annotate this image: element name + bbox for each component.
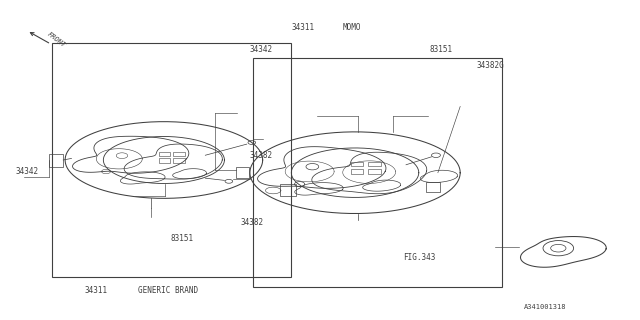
Bar (236, 167, 248, 178)
Bar (49, 154, 63, 167)
Text: 34311: 34311 (291, 23, 314, 32)
Bar (368, 162, 381, 166)
Text: 34342: 34342 (250, 45, 273, 54)
Bar (426, 182, 440, 192)
Bar (253, 59, 502, 287)
Text: 34382G: 34382G (476, 61, 504, 70)
Text: FRONT: FRONT (46, 31, 67, 48)
Bar (368, 169, 381, 174)
Bar (173, 158, 185, 163)
Text: 83151: 83151 (429, 45, 452, 54)
Text: FIG.343: FIG.343 (403, 253, 435, 262)
Text: 34382: 34382 (241, 218, 264, 227)
Text: GENERIC BRAND: GENERIC BRAND (138, 285, 198, 295)
Bar (351, 169, 364, 174)
Text: 34342: 34342 (15, 167, 38, 176)
Text: A341001318: A341001318 (524, 304, 566, 310)
Bar (173, 152, 185, 156)
Bar (52, 43, 291, 277)
Bar (351, 162, 364, 166)
Text: 34382: 34382 (250, 151, 273, 160)
Bar (159, 152, 170, 156)
Bar (280, 184, 296, 196)
Text: 83151: 83151 (170, 234, 193, 243)
Bar (159, 158, 170, 163)
Text: 34311: 34311 (84, 285, 108, 295)
Text: MOMO: MOMO (342, 23, 361, 32)
